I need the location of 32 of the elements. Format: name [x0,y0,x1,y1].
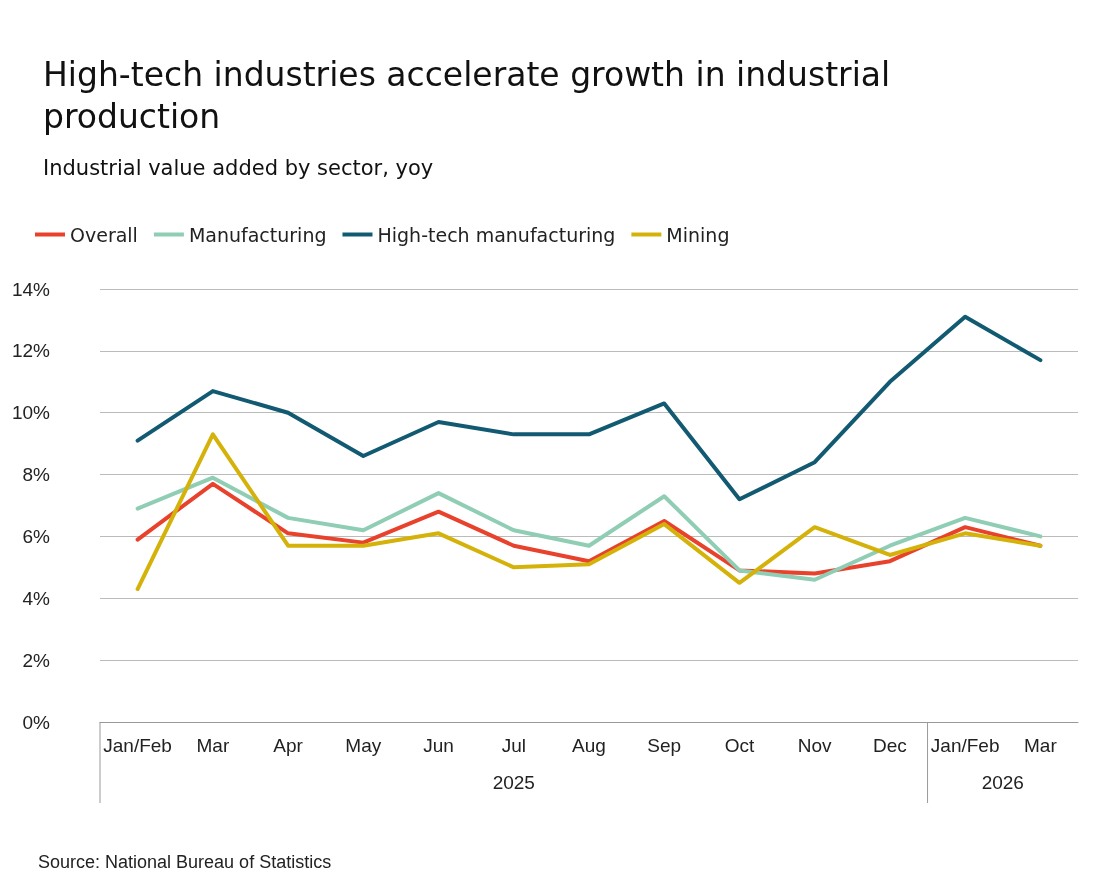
x-tick-label: Mar [196,735,230,756]
x-tick-label: Oct [724,735,755,756]
text: 2025 [492,771,535,793]
y-tick-label: 10% [11,402,51,424]
x-tick-label: May [345,735,382,756]
y-tick-label: 4% [22,587,51,609]
y-tick-label: 12% [11,340,51,362]
y-tick-label: 6% [22,525,51,547]
x-tick-label: Nov [797,735,833,756]
line-series [135,432,1043,592]
legend-label: Manufacturing [188,223,327,246]
y-tick-label: 0% [22,711,51,733]
chart-subtitle: Industrial value added by sector, yoy [43,155,434,180]
y-tick-label: 2% [22,649,51,671]
x-tick-label: Mar [1024,735,1058,756]
legend-label: High-tech manufacturing [377,223,616,246]
x-tick-label: Jul [501,735,526,756]
x-tick-label: Jan/Feb [103,735,172,756]
y-tick-label: 14% [11,278,51,300]
x-tick-label: Apr [273,735,304,756]
x-tick-label: Aug [572,735,606,756]
y-tick-label: 8% [22,464,51,486]
x-tick-label: Jun [423,735,454,756]
line-series [135,314,1043,502]
x-tick-label: Dec [873,735,907,756]
chart-title: High-tech industries accelerate growth in industrial production [43,54,901,136]
legend-label: Overall [70,223,138,246]
legend-label: Mining [666,223,730,246]
x-tick-label: Sep [647,735,682,756]
text: 2026 [981,771,1024,793]
x-tick-label: Jan/Feb [930,735,1000,756]
source-note: Source: National Bureau of Statistics [38,852,332,872]
